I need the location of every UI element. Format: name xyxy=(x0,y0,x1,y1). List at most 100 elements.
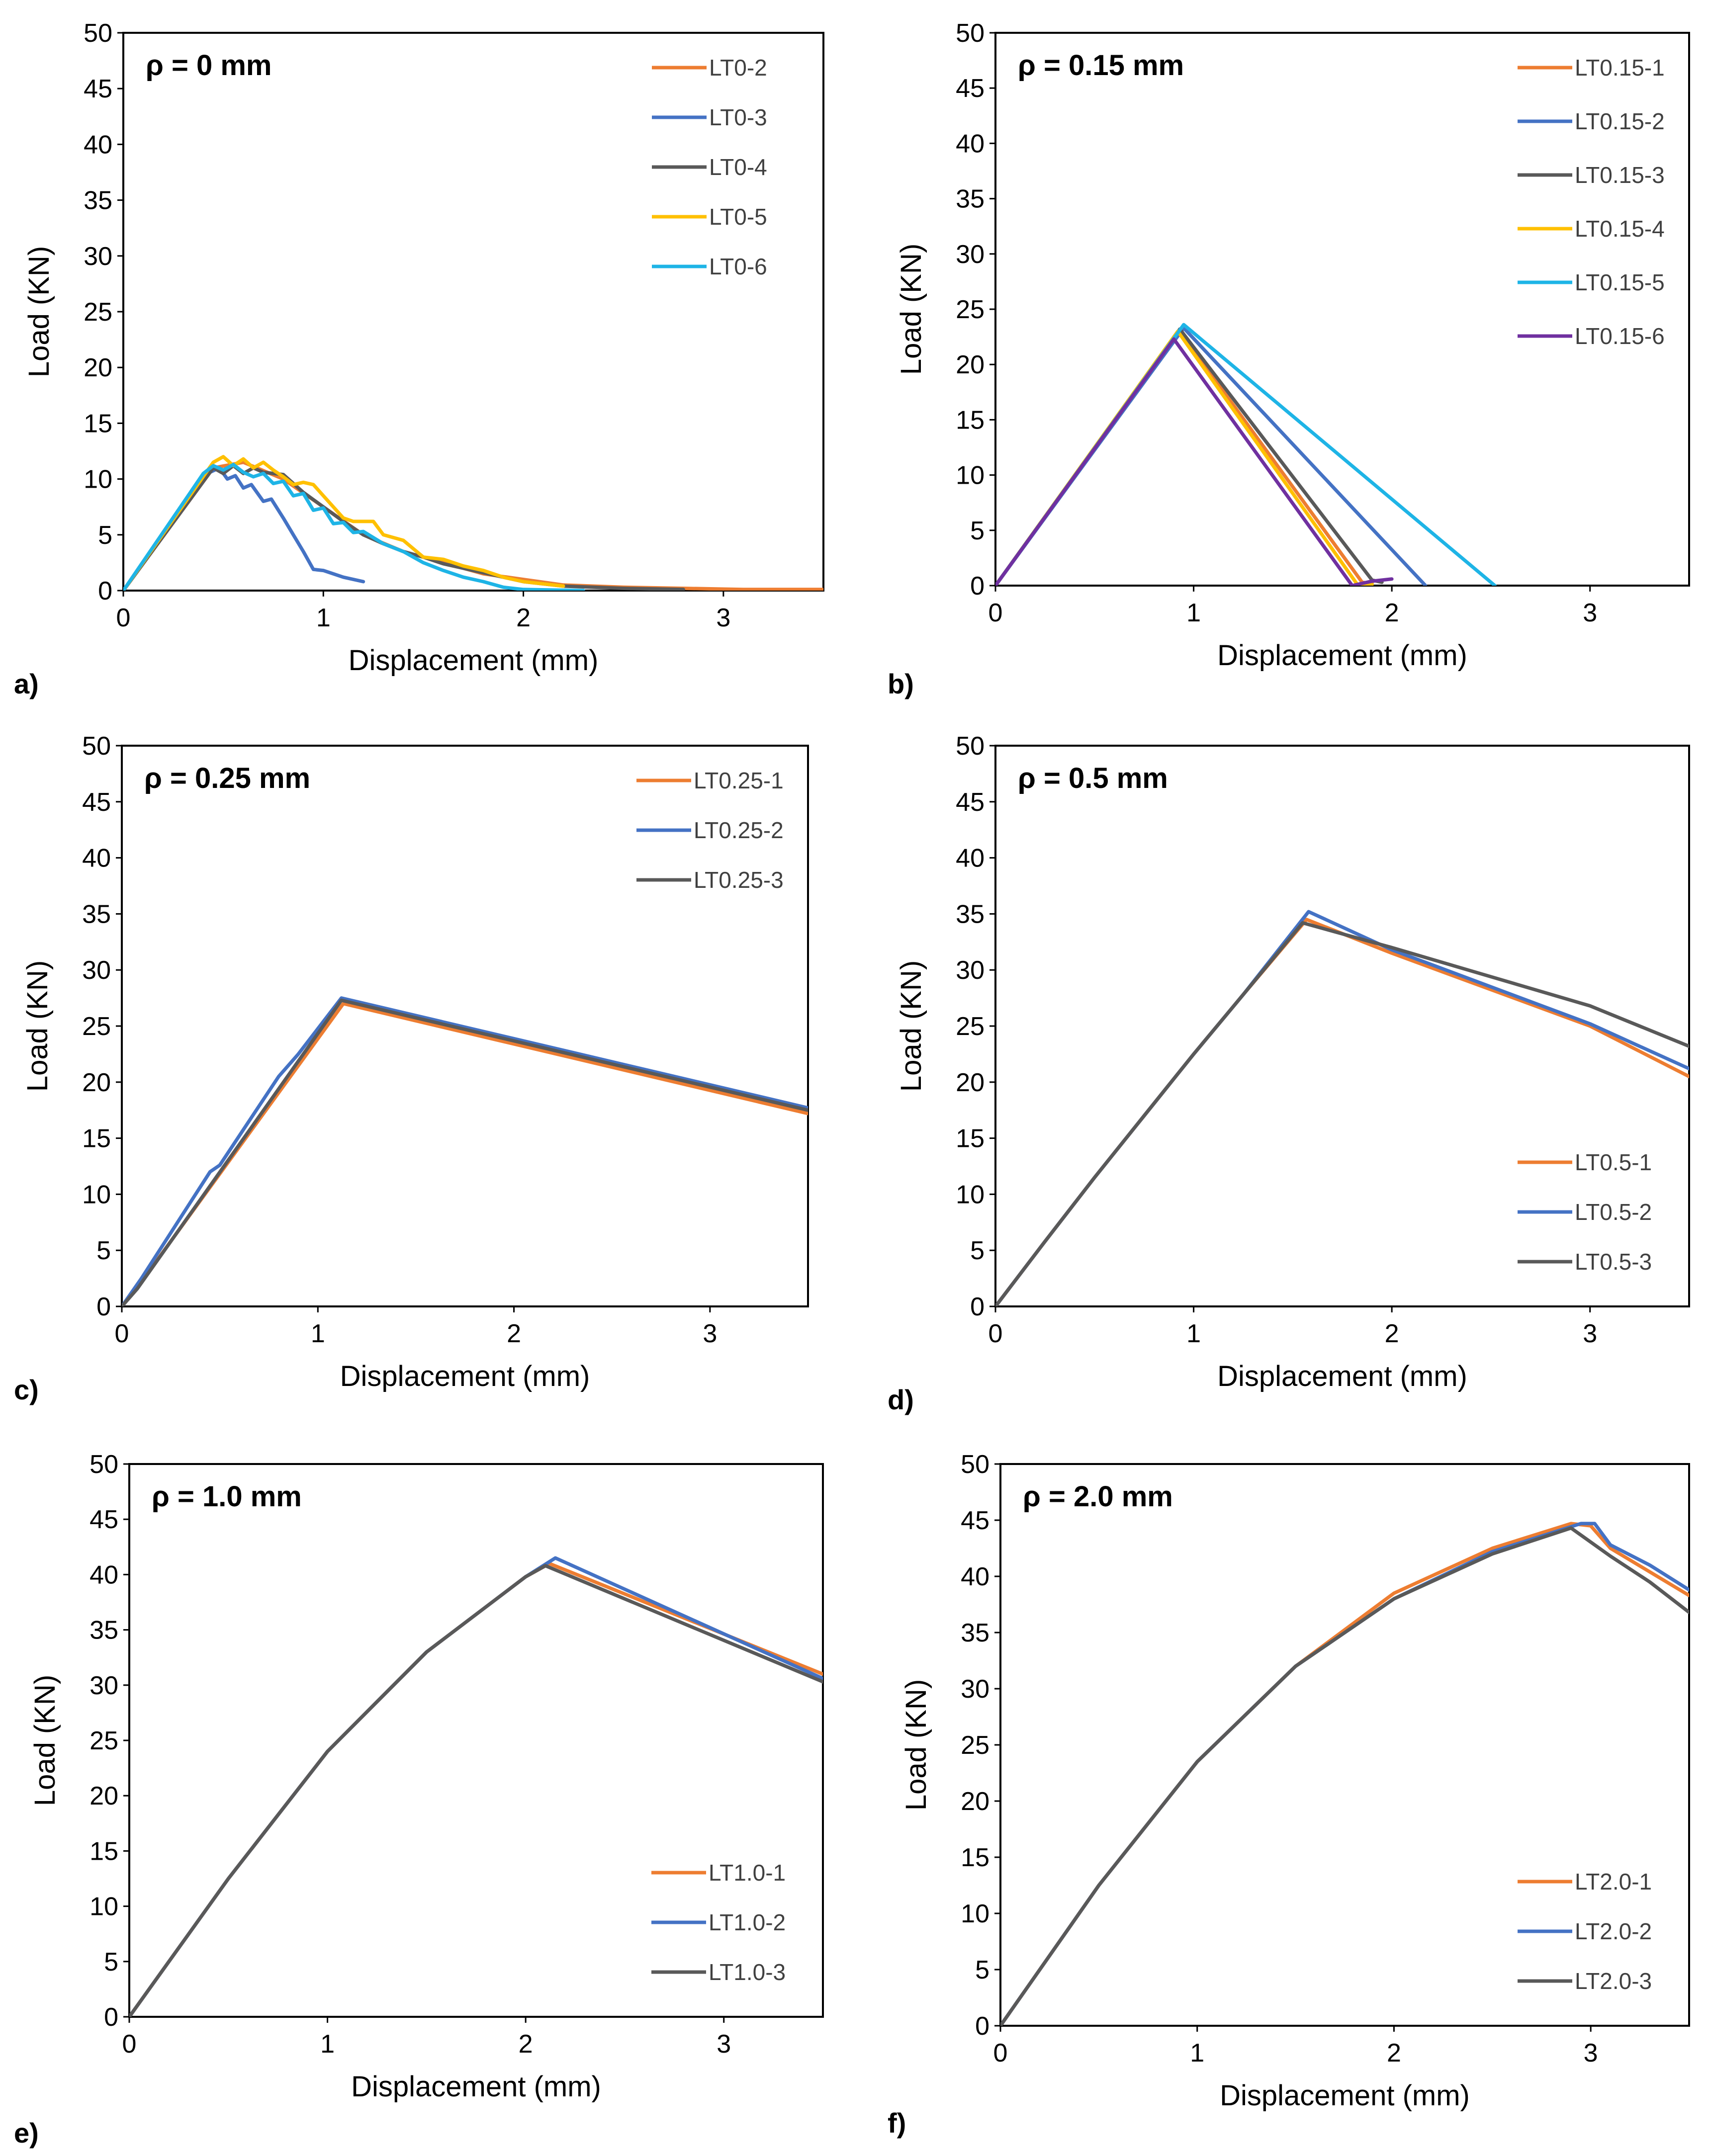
x-tick-label: 3 xyxy=(716,604,730,632)
y-tick-label: 5 xyxy=(970,517,985,545)
y-tick-label: 40 xyxy=(84,130,112,159)
series-group xyxy=(122,996,808,1306)
y-tick-label: 20 xyxy=(82,1068,111,1097)
panel-title: ρ = 0 mm xyxy=(146,49,272,82)
y-tick-label: 45 xyxy=(956,788,985,817)
y-tick-label: 50 xyxy=(82,732,111,761)
legend-label: LT0.5-1 xyxy=(1575,1149,1652,1175)
legend-label: LT0.15-6 xyxy=(1575,323,1665,349)
legend-label: LT0-3 xyxy=(709,104,767,130)
panel-label: a) xyxy=(14,668,39,699)
panel-title: ρ = 1.0 mm xyxy=(152,1480,302,1513)
y-tick-label: 0 xyxy=(970,1293,985,1321)
x-tick-label: 2 xyxy=(1387,2039,1401,2068)
y-tick-label: 35 xyxy=(82,900,111,929)
y-tick-label: 45 xyxy=(90,1505,118,1534)
y-tick-label: 30 xyxy=(82,956,111,985)
y-tick-label: 40 xyxy=(961,1562,989,1591)
y-tick-label: 25 xyxy=(90,1726,118,1755)
y-tick-label: 0 xyxy=(98,577,112,605)
x-tick-label: 3 xyxy=(1583,1319,1597,1348)
legend-label: LT0-5 xyxy=(709,204,767,230)
y-tick-label: 50 xyxy=(956,732,985,761)
y-tick-label: 30 xyxy=(90,1671,118,1700)
x-tick-label: 0 xyxy=(115,1319,129,1348)
chart-panel-5: 0 5 10 15 20 25 30 35 40 45 50 0 1 2 3 Displacement (mm… xyxy=(14,1450,824,2149)
y-tick-label: 25 xyxy=(956,1012,985,1041)
x-tick-label: 2 xyxy=(519,2030,533,2059)
legend: LT0.5-1 LT0.5-2 LT0.5-3 xyxy=(1518,1149,1652,1275)
y-tick-label: 15 xyxy=(956,406,985,434)
y-tick-label: 40 xyxy=(956,844,985,873)
y-tick-label: 45 xyxy=(961,1506,989,1535)
series-line-LT0-3 xyxy=(123,466,365,591)
series-group xyxy=(995,323,1497,586)
legend-label: LT0.15-1 xyxy=(1575,55,1665,81)
x-tick-label: 2 xyxy=(1385,1319,1399,1348)
y-tick-label: 40 xyxy=(82,844,111,873)
y-tick-label: 5 xyxy=(96,1236,111,1265)
series-group xyxy=(123,455,823,591)
y-axis-title: Load (KN) xyxy=(895,960,927,1092)
x-tick-label: 0 xyxy=(989,599,1003,627)
y-tick-label: 10 xyxy=(90,1893,118,1921)
chart-panel-3: 0 5 10 15 20 25 30 35 40 45 50 0 1 2 3 Displacement (mm… xyxy=(14,732,809,1405)
legend-label: LT0.15-5 xyxy=(1575,269,1665,295)
y-tick-label: 20 xyxy=(956,350,985,379)
y-tick-label: 15 xyxy=(82,1124,111,1153)
y-tick-label: 50 xyxy=(84,19,112,48)
y-tick-label: 10 xyxy=(84,465,112,494)
x-tick-label: 0 xyxy=(116,604,131,632)
panel-label: b) xyxy=(888,668,914,699)
y-tick-label: 5 xyxy=(975,1956,989,1984)
y-tick-label: 30 xyxy=(961,1675,989,1704)
legend: LT0.15-1 LT0.15-2 LT0.15-3 LT0.15-4 LT0.15-5… xyxy=(1518,55,1665,349)
legend-label: LT1.0-2 xyxy=(709,1909,786,1935)
y-tick-label: 15 xyxy=(90,1837,118,1866)
x-axis-title: Displacement (mm) xyxy=(1217,1360,1467,1392)
plot-area xyxy=(994,745,1690,1307)
x-tick-label: 1 xyxy=(1190,2039,1204,2068)
panel-label: e) xyxy=(14,2117,39,2149)
y-tick-label: 45 xyxy=(82,788,111,817)
series-group xyxy=(1000,1522,1689,2026)
y-tick-label: 30 xyxy=(956,956,985,985)
y-tick-label: 10 xyxy=(82,1180,111,1209)
y-tick-label: 50 xyxy=(90,1450,118,1479)
y-tick-label: 10 xyxy=(956,1180,985,1209)
plot-area xyxy=(994,32,1690,587)
legend: LT1.0-1 LT1.0-2 LT1.0-3 xyxy=(651,1860,786,1985)
x-axis-title: Displacement (mm) xyxy=(340,1360,590,1392)
y-tick-label: 35 xyxy=(90,1616,118,1645)
y-tick-label: 40 xyxy=(90,1560,118,1589)
y-axis-title: Load (KN) xyxy=(895,244,927,375)
plot-area xyxy=(122,32,824,592)
legend: LT2.0-1 LT2.0-2 LT2.0-3 xyxy=(1518,1869,1652,1994)
y-tick-label: 5 xyxy=(970,1236,985,1265)
legend-label: LT0-6 xyxy=(709,254,767,279)
panel-title: ρ = 0.5 mm xyxy=(1018,762,1168,794)
legend-label: LT0.5-2 xyxy=(1575,1199,1652,1225)
y-tick-label: 40 xyxy=(956,129,985,158)
series-line-LT0.5-3 xyxy=(995,921,1689,1306)
y-tick-label: 25 xyxy=(961,1731,989,1760)
y-tick-label: 45 xyxy=(956,74,985,103)
y-tick-label: 20 xyxy=(961,1787,989,1816)
series-line-LT1.0-3 xyxy=(129,1564,823,2017)
y-tick-label: 5 xyxy=(104,1948,118,1977)
y-tick-label: 45 xyxy=(84,75,112,103)
chart-panel-2: 0 5 10 15 20 25 30 35 40 45 50 0 1 2 3 Displacement (mm… xyxy=(888,19,1690,699)
legend-label: LT1.0-3 xyxy=(709,1959,786,1985)
x-tick-label: 2 xyxy=(507,1319,521,1348)
x-tick-label: 3 xyxy=(1584,2039,1598,2068)
x-tick-label: 1 xyxy=(320,2030,335,2059)
y-tick-label: 35 xyxy=(961,1619,989,1647)
legend-label: LT2.0-3 xyxy=(1575,1968,1652,1994)
legend-label: LT1.0-1 xyxy=(709,1860,786,1886)
legend-label: LT0-4 xyxy=(709,154,767,180)
series-group xyxy=(995,910,1689,1306)
y-tick-label: 25 xyxy=(82,1012,111,1041)
series-line-LT0.25-3 xyxy=(122,998,808,1306)
series-line-LT0.25-2 xyxy=(122,996,808,1306)
